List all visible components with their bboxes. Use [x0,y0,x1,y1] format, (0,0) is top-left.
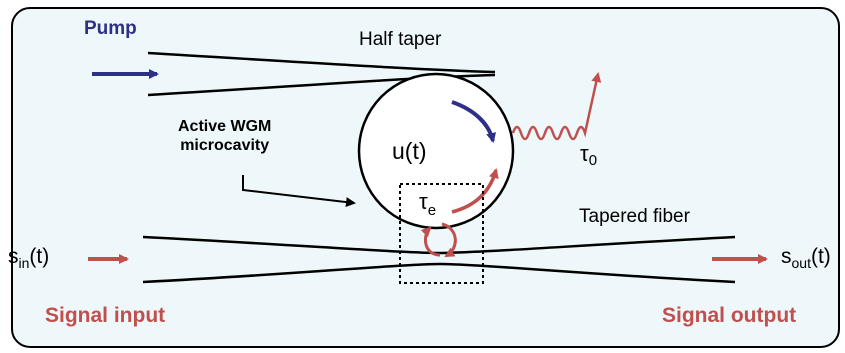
external-lifetime-label: τe [419,189,437,219]
microcavity-label-line1: Active WGM [178,118,272,135]
signal-in-symbol: sin(t) [8,246,49,270]
tapered-fiber [142,235,736,284]
taue-subscript: e [427,202,437,219]
half-taper-label: Half taper [359,29,442,50]
time-argument: (t) [29,245,50,268]
s-in-subscript: in [18,255,30,271]
pump-label: Pump [84,18,137,39]
microcavity-label: Active WGM microcavity [178,117,271,155]
half-taper-fiber [147,51,496,97]
microcavity-pointer-arrow [242,175,356,208]
tapered-fiber-label: Tapered fiber [579,206,690,227]
coupling-loop-arrow-left [420,226,441,257]
intrinsic-lifetime-label: τ0 [580,141,598,169]
time-argument: (t) [810,245,831,268]
signal-output-label: Signal output [662,304,797,327]
coupling-region-box [399,183,484,284]
pump-circulation-arrow [451,100,497,143]
tau-symbol: τ [419,189,428,214]
microcavity-label-line2: microcavity [180,137,270,155]
signal-circulation-arrow [451,168,499,214]
intrinsic-loss-wavy-arrow [511,72,602,141]
mode-amplitude-label: u(t) [392,138,427,164]
signal-input-label: Signal input [45,304,166,327]
signal-out-symbol: sout(t) [781,246,831,270]
s-symbol: s [781,245,792,268]
s-symbol: s [8,245,19,268]
tau-symbol: τ [580,141,589,166]
tau0-subscript: 0 [588,152,598,169]
coupling-loop-arrow-right [441,222,457,258]
s-out-subscript: out [791,255,811,271]
